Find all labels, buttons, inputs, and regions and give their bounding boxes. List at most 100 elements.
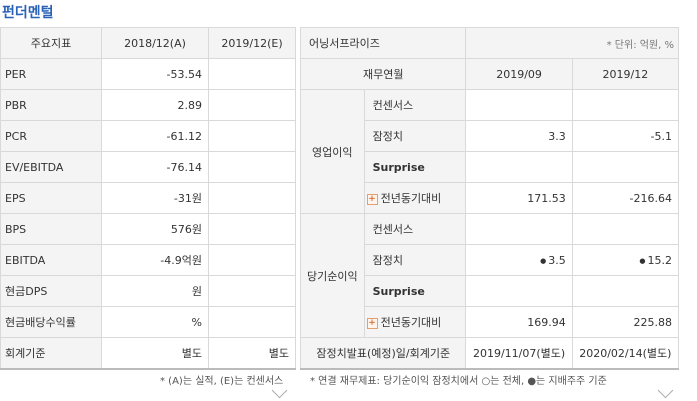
section-title: 펀더멘털 <box>2 5 54 21</box>
value-2019 <box>208 151 296 183</box>
value-2019-12 <box>571 151 680 183</box>
value-2019-09: 3.3 <box>465 120 573 152</box>
column-header: 주요지표 <box>0 27 102 59</box>
row-label: 잠정치 <box>363 244 467 276</box>
value-2018: -4.9억원 <box>101 244 209 276</box>
announce-date-2019-12: 2020/02/14(별도) <box>571 337 680 370</box>
table-row: 회계기준 별도 별도 <box>0 337 296 370</box>
indicator-label: 현금배당수익률 <box>0 306 102 338</box>
indicator-label: 현금DPS <box>0 275 102 307</box>
indicator-label: EV/EBITDA <box>0 151 102 183</box>
indicator-label: BPS <box>0 213 102 245</box>
left-footnote: * (A)는 실적, (E)는 컨센서스 <box>160 376 284 387</box>
row-label: 컨센서스 <box>363 213 467 245</box>
filled-dot-icon: ● <box>639 256 646 265</box>
table-row: 영업이익 컨센서스 <box>300 89 680 214</box>
value-2019-12-cell: ● 15.2 <box>571 244 680 276</box>
value-2019-09: 3.5 <box>548 253 566 267</box>
row-label: Surprise <box>363 275 467 307</box>
chevron-down-icon[interactable] <box>657 382 674 399</box>
row-label: Surprise <box>363 151 467 183</box>
table-title-row: 어닝서프라이즈 * 단위: 억원, % <box>299 27 679 59</box>
value-2019 <box>208 58 296 90</box>
table-row: PER -53.54 <box>0 58 296 90</box>
yoy-row-label[interactable]: + 전년동기대비 <box>363 306 467 338</box>
column-header: 2019/12 <box>571 58 680 90</box>
value-2018: -53.54 <box>101 58 209 90</box>
value-2019 <box>208 244 296 276</box>
plus-icon[interactable]: + <box>366 317 378 329</box>
table-row: EV/EBITDA -76.14 <box>0 151 296 183</box>
value-2019-09: 171.53 <box>465 182 573 214</box>
value-2019 <box>208 89 296 121</box>
table-footer-row: 잠정치발표(예정)일/회계기준 2019/11/07(별도) 2020/02/1… <box>299 337 680 370</box>
indicator-label: PER <box>0 58 102 90</box>
row-label: 전년동기대비 <box>380 316 442 329</box>
value-2019 <box>208 182 296 214</box>
value-2019-09 <box>465 89 573 121</box>
table-header-row: 주요지표 2018/12(A) 2019/12(E) <box>0 27 296 59</box>
plus-icon[interactable]: + <box>366 193 378 205</box>
table-row: BPS 576원 <box>0 213 296 245</box>
value-2019 <box>208 306 296 338</box>
value-2018: 576원 <box>101 213 209 245</box>
value-2018: 원 <box>101 275 209 307</box>
value-2019: 별도 <box>208 337 296 370</box>
unit-label: * 단위: 억원, % <box>465 27 679 59</box>
indicator-label: EBITDA <box>0 244 102 276</box>
row-label: 전년동기대비 <box>380 192 442 205</box>
indicator-label: 회계기준 <box>0 337 102 370</box>
value-2019 <box>208 120 296 152</box>
value-2018: 별도 <box>101 337 209 370</box>
value-2018: -31원 <box>101 182 209 214</box>
table-row: PCR -61.12 <box>0 120 296 152</box>
value-2018: -61.12 <box>101 120 209 152</box>
table-row: 잠정치 ● 3.5 ● 15.2 <box>301 244 680 276</box>
value-2019-09 <box>465 151 573 183</box>
table-row: 현금배당수익률% <box>0 306 296 338</box>
yoy-row-label[interactable]: + 전년동기대비 <box>363 182 467 214</box>
table-header-row: 재무연월 2019/09 2019/12 <box>299 58 680 90</box>
column-header: 재무연월 <box>299 58 467 90</box>
earning-surprise-title: 어닝서프라이즈 <box>299 27 467 59</box>
value-2018: 2.89 <box>101 89 209 121</box>
group-label: 당기순이익 <box>300 213 365 338</box>
table-row: 당기순이익 컨센서스 <box>300 213 680 338</box>
row-label: 잠정치 <box>363 120 467 152</box>
table-row: EPS -31원 <box>0 182 296 214</box>
value-2019-12: -216.64 <box>571 182 680 214</box>
value-2018: % <box>101 306 209 338</box>
table-row: + 전년동기대비 169.94 225.88 <box>301 306 680 338</box>
column-header: 2018/12(A) <box>101 27 209 59</box>
announce-date-label: 잠정치발표(예정)일/회계기준 <box>299 337 467 370</box>
value-2019-12: -5.1 <box>571 120 680 152</box>
announce-date-2019-09: 2019/11/07(별도) <box>465 337 573 370</box>
table-row: PBR 2.89 <box>0 89 296 121</box>
right-footnote: * 연결 재무제표: 당기순이익 잠정치에서 ○는 전체, ●는 지배주주 기준 <box>310 376 607 387</box>
value-2019-12 <box>571 89 680 121</box>
table-row: EBITDA -4.9억원 <box>0 244 296 276</box>
value-2019-09-cell: ● 3.5 <box>465 244 573 276</box>
value-2019-12: 225.88 <box>571 306 680 338</box>
group-label: 영업이익 <box>300 89 365 214</box>
table-row: Surprise <box>301 151 680 183</box>
value-2019-12 <box>571 213 680 245</box>
value-2019-12: 15.2 <box>647 253 673 267</box>
filled-dot-icon: ● <box>540 256 547 265</box>
row-label: 컨센서스 <box>363 89 467 121</box>
column-header: 2019/12(E) <box>208 27 296 59</box>
indicator-label: EPS <box>0 182 102 214</box>
earning-surprise-table: 어닝서프라이즈 * 단위: 억원, % 재무연월 2019/09 2019/12… <box>299 27 680 370</box>
table-row: Surprise <box>301 275 680 307</box>
value-2019-12 <box>571 275 680 307</box>
value-2019-09 <box>465 275 573 307</box>
indicator-label: PCR <box>0 120 102 152</box>
value-2019 <box>208 213 296 245</box>
column-header: 2019/09 <box>465 58 573 90</box>
indicator-label: PBR <box>0 89 102 121</box>
table-row: 현금DPS 원 <box>0 275 296 307</box>
value-2019-09 <box>465 213 573 245</box>
table-row: 잠정치 3.3 -5.1 <box>301 120 680 152</box>
value-2018: -76.14 <box>101 151 209 183</box>
fundamental-indicators-table: 주요지표 2018/12(A) 2019/12(E) PER -53.54 PBR… <box>0 27 296 370</box>
